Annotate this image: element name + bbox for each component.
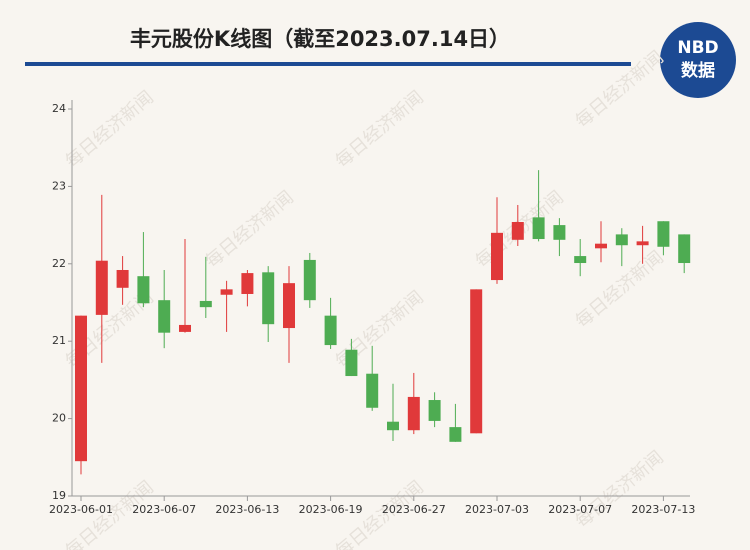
candle-body	[262, 272, 275, 325]
y-tick-label: 24	[52, 102, 66, 115]
candle-body	[241, 273, 254, 294]
x-tick-label: 2023-06-27	[382, 503, 446, 516]
candle-body	[387, 421, 399, 431]
watermark: 每日经济新闻	[202, 187, 298, 273]
candle-body	[407, 396, 420, 431]
logo-text: 数据	[681, 60, 715, 81]
candle-body	[491, 232, 503, 281]
chart-title: 丰元股份K线图（截至2023.07.14日）	[130, 27, 510, 51]
y-tick-label: 20	[52, 412, 66, 425]
y-tick-label: 19	[52, 489, 66, 502]
candle-body	[283, 283, 295, 329]
candle-body	[324, 315, 337, 346]
watermark: 每日经济新闻	[572, 47, 668, 133]
candle-body	[199, 300, 212, 308]
candle-body	[636, 241, 649, 246]
x-tick-label: 2023-07-03	[465, 503, 529, 516]
y-tick-label: 23	[52, 179, 66, 192]
candle-body	[532, 217, 545, 240]
watermark: 每日经济新闻	[572, 447, 668, 533]
candle-body	[303, 259, 316, 301]
candle-body	[574, 256, 587, 264]
candle-body	[137, 276, 150, 304]
candle-body	[179, 324, 191, 332]
x-tick-label: 2023-06-07	[132, 503, 196, 516]
y-tick-label: 22	[52, 257, 66, 270]
candle-body	[75, 315, 87, 462]
candle-body	[158, 300, 171, 333]
candle-body	[470, 289, 483, 434]
candle-body	[678, 234, 691, 264]
title-rule	[25, 62, 631, 66]
y-tick-label: 21	[52, 334, 66, 347]
candle-body	[95, 260, 108, 315]
candle-body	[428, 400, 441, 421]
candle-body	[366, 373, 379, 408]
candle-body	[595, 243, 607, 249]
watermark: 每日经济新闻	[62, 87, 158, 173]
x-tick-label: 2023-07-07	[548, 503, 612, 516]
candle-body	[657, 221, 670, 247]
logo-text: NBD	[677, 38, 718, 58]
candle-body	[220, 289, 233, 295]
candle-body	[553, 225, 566, 240]
candle-body	[615, 234, 628, 246]
watermark: 每日经济新闻	[332, 87, 428, 173]
candle-body	[511, 222, 524, 240]
candle-body	[116, 269, 129, 288]
x-tick-label: 2023-07-13	[631, 503, 695, 516]
x-tick-label: 2023-06-19	[299, 503, 363, 516]
x-tick-label: 2023-06-13	[215, 503, 279, 516]
candle-body	[345, 349, 358, 377]
x-tick-label: 2023-06-01	[49, 503, 113, 516]
logo	[660, 22, 736, 98]
candle-body	[449, 427, 462, 442]
